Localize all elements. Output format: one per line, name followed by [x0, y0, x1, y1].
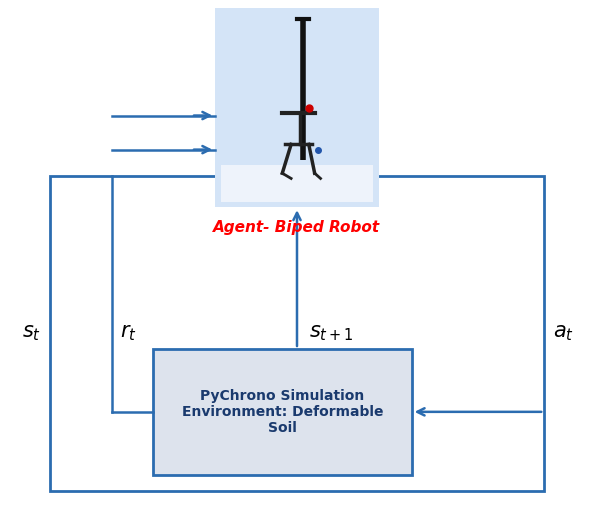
FancyBboxPatch shape	[220, 165, 374, 202]
FancyBboxPatch shape	[214, 8, 380, 207]
Text: PyChrono Simulation
Environment: Deformable
Soil: PyChrono Simulation Environment: Deforma…	[182, 388, 383, 435]
Text: $s_t$: $s_t$	[22, 323, 41, 343]
Text: Agent- Biped Robot: Agent- Biped Robot	[213, 220, 381, 235]
Text: $r_t$: $r_t$	[121, 323, 137, 343]
FancyBboxPatch shape	[153, 349, 412, 475]
Text: $a_t$: $a_t$	[553, 323, 574, 343]
Text: $s_{t+1}$: $s_{t+1}$	[309, 323, 353, 343]
